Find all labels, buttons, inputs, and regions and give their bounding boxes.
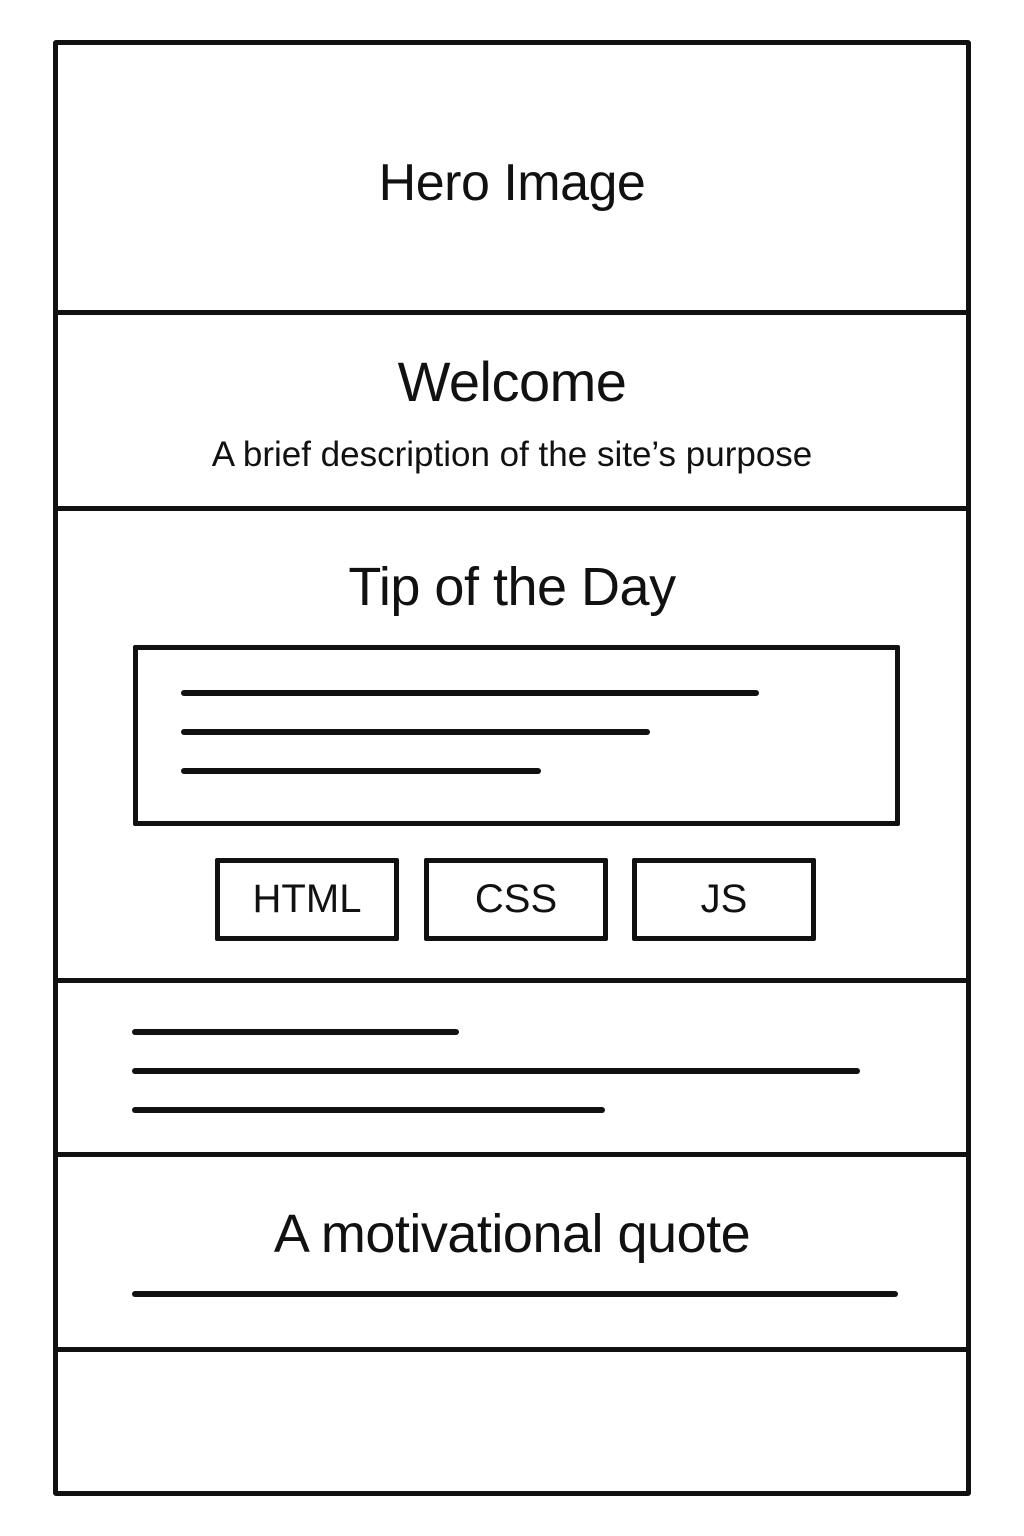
section-divider xyxy=(58,1347,966,1352)
text-placeholder-line xyxy=(132,1068,860,1074)
welcome-title: Welcome xyxy=(397,350,627,413)
page-wireframe: Hero Image Welcome A brief description o… xyxy=(53,40,971,1496)
tip-title: Tip of the Day xyxy=(348,557,676,617)
footer-section xyxy=(58,1352,966,1491)
motivational-quote: A motivational quote xyxy=(273,1204,751,1264)
css-tag-button[interactable]: CSS xyxy=(424,858,608,941)
js-tag-button[interactable]: JS xyxy=(632,858,816,941)
section-divider xyxy=(58,506,966,511)
welcome-description: A brief description of the site’s purpos… xyxy=(211,435,813,474)
text-placeholder-line xyxy=(132,1107,605,1113)
text-placeholder-line xyxy=(132,1029,459,1035)
section-divider xyxy=(58,1152,966,1157)
text-placeholder-line xyxy=(181,729,650,735)
section-divider xyxy=(58,310,966,315)
text-placeholder-line xyxy=(181,768,541,774)
hero-image-label: Hero Image xyxy=(378,154,646,212)
section-divider xyxy=(58,978,966,983)
text-placeholder-line xyxy=(181,690,759,696)
quote-underline xyxy=(132,1291,898,1297)
html-tag-button[interactable]: HTML xyxy=(215,858,399,941)
tip-content-box xyxy=(133,645,900,826)
